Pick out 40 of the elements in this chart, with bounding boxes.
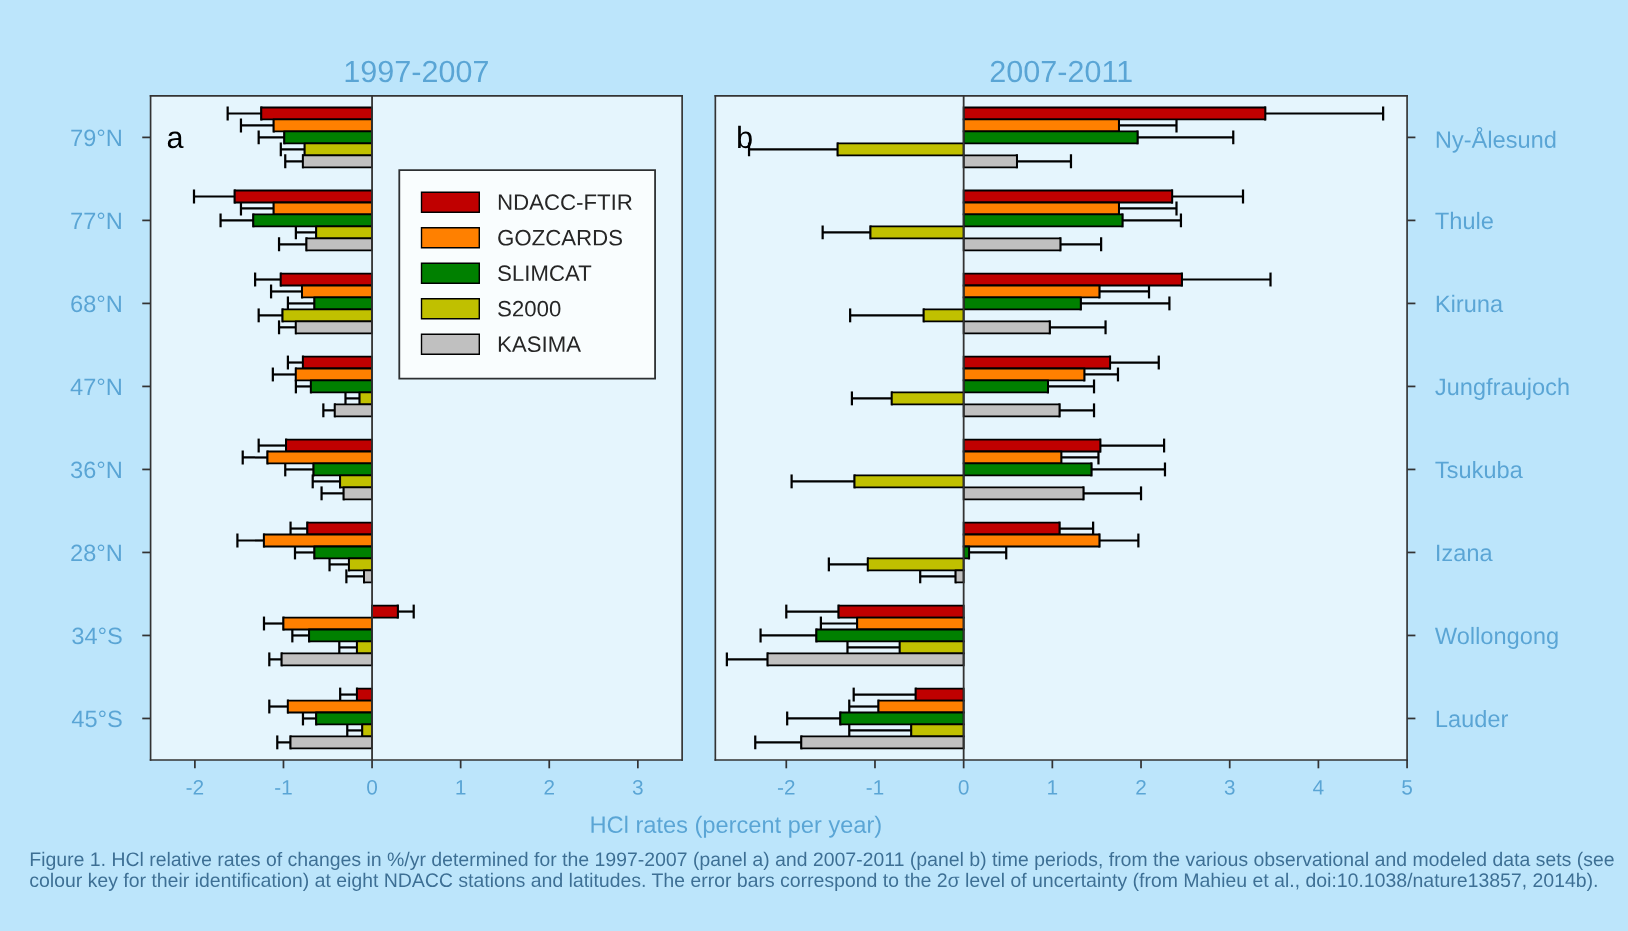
y-tick-label: 45°S [71, 710, 122, 728]
y-tick-label: 68°N [71, 295, 121, 313]
y-tick-label: Wollongong [1434, 626, 1558, 649]
y-tick-label: 28°N [71, 544, 121, 562]
x-tick-label: 0 [367, 779, 378, 795]
y-tick-label: Tsukuba [1435, 460, 1523, 479]
x-tick-label: -2 [777, 779, 795, 795]
caption: Figure 1. HCl relative rates of changes in %/yr determined for the 1997-2007 (panel a) and 2007-2011 (panel b) time periods, from the various observational and modeled data sets (see colour key for their identification) at eight NDACC stations and latitudes. The error bars correspond to the 2σ level of uncertainty (from Mahieu et al., doi:10.1038/nature13857, 2014b). [30, 851, 1614, 891]
y-tick-label: Ny-Ålesund [1436, 127, 1556, 153]
annotation: a [167, 131, 184, 149]
chart-title: 2007-2011 [990, 60, 1132, 83]
y-tick-label: 79°N [71, 129, 121, 147]
x-tick-label: 0 [958, 779, 969, 795]
legend-label: S2000 [498, 300, 561, 317]
legend-label: NDACC-FTIR [498, 194, 632, 211]
x-tick-label: 3 [1224, 779, 1235, 795]
x-tick-label: -2 [186, 779, 204, 795]
y-tick-label: Kiruna [1436, 294, 1504, 313]
x-tick-label: -1 [866, 780, 884, 795]
y-tick-label: 77°N [71, 212, 121, 229]
x-tick-label: 3 [632, 779, 643, 795]
chart-title: 1997-2007 [345, 60, 488, 83]
y-tick-label: 34°S [72, 627, 122, 645]
y-tick-label: Izana [1437, 544, 1493, 562]
legend-label: GOZCARDS [498, 229, 622, 246]
legend-label: SLIMCAT [498, 265, 592, 282]
x-axis-title: HCl rates (percent per year) [591, 815, 881, 838]
x-tick-label: 1 [456, 780, 466, 795]
x-tick-label: -1 [275, 780, 292, 795]
x-tick-label: 2 [544, 779, 554, 795]
x-tick-label: 2 [1136, 779, 1146, 795]
y-tick-label: 36°N [70, 461, 121, 479]
y-tick-label: 47°N [70, 378, 121, 395]
y-tick-label: Jungfraujoch [1435, 377, 1569, 400]
x-tick-label: 1 [1048, 780, 1058, 795]
y-tick-label: Thule [1435, 211, 1493, 230]
legend-label: KASIMA [498, 336, 581, 353]
y-tick-label: Lauder [1436, 709, 1508, 728]
x-tick-label: 4 [1313, 780, 1324, 795]
x-tick-label: 5 [1402, 780, 1412, 795]
